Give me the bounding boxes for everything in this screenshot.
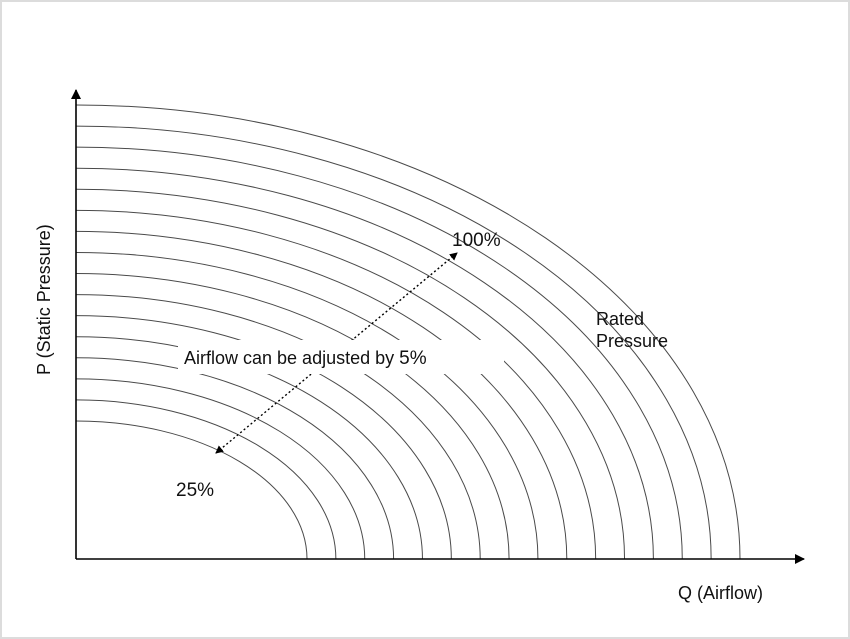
- adjust-label-value: 5%: [399, 348, 427, 369]
- max-speed-label: 100%: [452, 230, 501, 251]
- fan-curve-90-percent: [75, 146, 683, 560]
- fan-curve-80-percent: [75, 188, 626, 560]
- x-axis-label: Q (Airflow): [678, 583, 763, 603]
- adjust-label: Airflow can be adjusted by 5%: [184, 348, 427, 369]
- adjust-label-bg: [178, 340, 504, 374]
- rated-label-line2: Pressure: [596, 331, 668, 351]
- fan-curve-100-percent: [75, 104, 741, 560]
- fan-curve-75-percent: [75, 209, 597, 560]
- fan-curve-60-percent: [75, 273, 510, 560]
- rated-label-line1: Rated: [596, 309, 644, 329]
- fan-curve-95-percent: [75, 125, 712, 560]
- fan-curve-25-percent: [75, 420, 308, 560]
- fan-curve-70-percent: [75, 230, 568, 560]
- fan-curve-55-percent: [75, 294, 481, 560]
- fan-curve-35-percent: [75, 378, 366, 560]
- fan-curve-85-percent: [75, 167, 654, 560]
- adjust-label-text: Airflow can be adjusted by: [184, 348, 399, 368]
- min-speed-label: 25%: [176, 480, 214, 501]
- y-axis-label: P (Static Pressure): [34, 224, 54, 375]
